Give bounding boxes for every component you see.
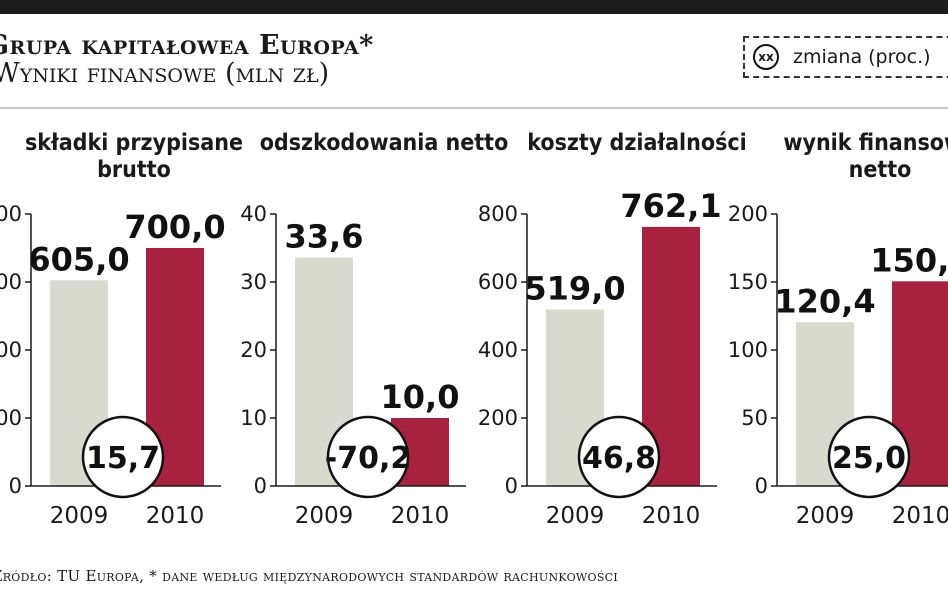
panel-title-costs: koszty działalności (520, 130, 754, 157)
x-tick-label: 2010 (391, 503, 450, 529)
legend-label: zmiana (proc.) (793, 46, 931, 68)
panel-title-line: netto (848, 157, 912, 183)
y-tick-label: 200 (0, 406, 22, 430)
y-tick-label: 200 (728, 202, 768, 226)
change-circle (827, 415, 911, 499)
y-tick-label: 600 (0, 270, 22, 294)
bar-value-label: 33,6 (285, 218, 364, 256)
y-tick-label: 400 (0, 338, 22, 362)
x-tick-label: 2009 (295, 503, 354, 529)
y-tick-label: 0 (505, 474, 518, 498)
change-value-label: 25,0 (832, 441, 906, 476)
y-tick-label: 10 (240, 406, 267, 430)
y-tick-label: 30 (240, 270, 267, 294)
chart-title: Grupa kapitałowea Europa* (0, 30, 374, 61)
x-tick-label: 2010 (642, 503, 701, 529)
bar-value-label: 762,1 (620, 187, 721, 225)
panel-title-claims: odszkodowania netto (258, 130, 510, 157)
x-tick-label: 2010 (892, 503, 948, 529)
y-tick-label: 150 (728, 270, 768, 294)
bar-value-label: 10,0 (381, 378, 460, 416)
bar-value-label: 700,0 (124, 208, 225, 246)
panel-title-line: koszty działalności (527, 130, 747, 156)
x-tick-label: 2010 (146, 503, 205, 529)
y-tick-label: 20 (240, 338, 267, 362)
panel-title-net-result: wynik finansowy netto (770, 130, 948, 184)
y-tick-label: 50 (741, 406, 768, 430)
source-note: Źródło: TU Europa, * dane według międzyn… (0, 567, 619, 585)
y-tick-label: 600 (478, 270, 518, 294)
y-tick-label: 0 (755, 474, 768, 498)
y-tick-label: 100 (728, 338, 768, 362)
legend-circle-icon: xx (753, 44, 779, 70)
x-tick-label: 2009 (546, 503, 605, 529)
header-divider (0, 107, 948, 109)
chart-panel-4: 0 50 100 150 200 120,4 2009 150,5 2010 25,0 (728, 202, 948, 529)
change-value-label: -70,2 (325, 441, 411, 476)
y-tick-label: 400 (478, 338, 518, 362)
change-value-label: 46,8 (582, 441, 656, 476)
change-value-label: 15,7 (86, 441, 160, 476)
change-circle (577, 415, 661, 499)
y-tick-label: 0 (9, 474, 22, 498)
x-tick-label: 2009 (796, 503, 855, 529)
y-tick-label: 800 (0, 202, 22, 226)
chart-panel-3: 0 200 400 600 800 519,0 2009 762,1 2010 46,8 (478, 187, 722, 529)
bar-value-label: 150,5 (870, 241, 948, 279)
change-circle (326, 415, 410, 499)
y-tick-label: 800 (478, 202, 518, 226)
y-tick-label: 0 (254, 474, 267, 498)
bar-value-label: 519,0 (524, 270, 625, 308)
panel-title-line: wynik finansowy (783, 130, 948, 156)
chart-panel-1: 0 200 400 600 800 605,0 2009 700,0 2010 15,7 (0, 202, 226, 529)
panel-title-line: odszkodowania netto (259, 130, 509, 156)
x-tick-label: 2009 (50, 503, 109, 529)
y-tick-label: 40 (240, 202, 267, 226)
chart-panel-2: 0 10 20 30 40 33,6 2009 10,0 2010 -70,2 (240, 202, 466, 529)
bar-value-label: 605,0 (28, 240, 129, 278)
y-tick-label: 200 (478, 406, 518, 430)
panel-title-premiums: składki przypisane brutto (14, 130, 254, 184)
bar-value-label: 120,4 (774, 282, 875, 320)
panel-title-line: brutto (97, 157, 171, 183)
legend-box: xx zmiana (proc.) (743, 36, 948, 78)
panel-title-line: składki przypisane (24, 130, 244, 156)
change-circle (81, 415, 165, 499)
top-bar (0, 0, 948, 14)
chart-subtitle: Wyniki finansowe (mln zł) (0, 58, 330, 89)
